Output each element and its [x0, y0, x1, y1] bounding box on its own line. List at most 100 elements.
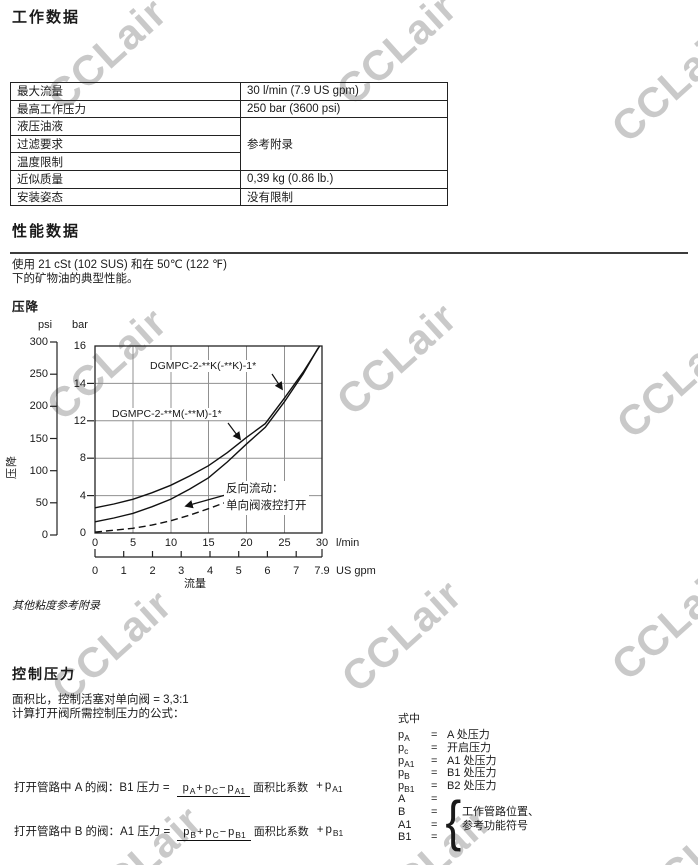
chart-curve-2 — [94, 497, 236, 533]
table-cell-label: 液压油液 — [10, 117, 241, 136]
table-cell-label: 最高工作压力 — [10, 99, 241, 119]
legend-row: A = — [398, 793, 618, 806]
term: p — [182, 781, 189, 794]
sym-sub: B — [404, 771, 410, 782]
table-cell-label: 最大流量 — [10, 82, 241, 101]
y-axis-unit-psi: psi — [38, 319, 53, 331]
table-cell-label: 温度限制 — [10, 152, 241, 171]
formula-fraction: pB+ pC− pB1 面积比系数 — [177, 823, 309, 841]
sym-sub: A — [404, 733, 410, 743]
y-tick-psi: 250 — [29, 368, 48, 380]
formula-label: 打开管路中 B 的阀：A1 压力 = — [14, 826, 171, 838]
term-sub: A — [189, 785, 196, 796]
equals-sign: = — [431, 741, 438, 754]
chart-curves — [94, 345, 321, 533]
table-cell-value: 没有限制 — [240, 187, 448, 207]
table-cell-label: 近似质量 — [10, 169, 241, 189]
equals-sign: = — [431, 754, 438, 767]
legend-symbol: pA — [398, 729, 431, 743]
section-divider — [10, 252, 688, 254]
x-tick-gpm: 3 — [178, 565, 185, 577]
term-sub: C — [212, 829, 219, 840]
legend-desc: B1 处压力 — [447, 767, 497, 780]
operator: + — [316, 824, 324, 836]
x-tick-gpm: 7 — [293, 565, 300, 577]
symbol-legend: 式中 pA = A 处压力 pc = 开启压力 pA1 = A1 处压力 pB … — [398, 710, 618, 849]
legend-row: pB1 = B2 处压力 — [398, 780, 618, 795]
leader-curve-m — [227, 422, 242, 441]
legend-row: pA1 = A1 处压力 — [398, 754, 618, 769]
term: p — [228, 825, 235, 838]
x-axis-unit-gpm: US gpm — [336, 565, 376, 577]
table-row: 安装姿态 没有限制 — [10, 187, 448, 207]
table-cell-label: 安装姿态 — [10, 187, 241, 207]
sym-sub: B1 — [404, 784, 415, 795]
sym: p — [398, 780, 405, 793]
formula-label: 打开管路中 A 的阀：B1 压力 = — [14, 782, 170, 794]
section-title-working-data: 工作数据 — [12, 9, 81, 26]
operator: + — [316, 780, 323, 792]
x-tick-gpm: 5 — [235, 565, 242, 577]
table-cell-value: 250 bar (3600 psi) — [240, 99, 448, 119]
leader-arrows — [184, 373, 283, 509]
legend-symbol: pA1 — [398, 755, 431, 769]
legend-desc: A1 处压力 — [447, 754, 497, 767]
y-axis-unit-bar: bar — [72, 319, 88, 331]
x-tick-lmin: 25 — [278, 537, 291, 549]
x-tick-gpm: 4 — [206, 565, 214, 577]
sym-sub: A1 — [404, 758, 415, 769]
operator: + — [197, 825, 204, 838]
legend-row: pA = A 处压力 — [398, 729, 618, 743]
y-tick-psi: 0 — [41, 529, 48, 541]
term: p — [324, 780, 332, 792]
term: p — [205, 825, 212, 838]
table-row: 液压油液 参考附录 — [10, 117, 448, 171]
term-sub: C — [211, 785, 219, 796]
control-note-line1: 面积比，控制活塞对单向阀 = 3,3:1 — [12, 694, 189, 706]
legend-row: pc = 开启压力 — [398, 741, 618, 756]
equals-sign: = — [431, 792, 438, 805]
equals-sign: = — [431, 831, 438, 844]
section-title-control-pressure: 控制压力 — [12, 666, 76, 682]
formula-tail: + pA1 — [315, 780, 343, 794]
legend-desc: 开启压力 — [447, 741, 491, 754]
legend-brace: { — [445, 789, 462, 852]
legend-desc: A 处压力 — [447, 729, 490, 741]
table-cell-value: 0,39 kg (0.86 lb.) — [240, 169, 448, 189]
y-tick-psi: 300 — [29, 336, 48, 348]
legend-symbol: A1 — [398, 819, 431, 832]
table-row: 近似质量 0,39 kg (0.86 lb.) — [10, 169, 448, 189]
y-tick-bar: 12 — [73, 415, 86, 427]
x-tick-gpm: 7.9 — [314, 565, 330, 577]
sym-sub: c — [404, 745, 409, 756]
annotation-line2: 单向阀液控打开 — [226, 500, 307, 512]
legend-group-desc-line1: 工作管路位置、 — [462, 806, 539, 818]
y-tick-psi: 200 — [29, 400, 48, 412]
legend-symbol: B — [398, 806, 431, 819]
x-tick-lmin: 30 — [315, 537, 329, 549]
x-axis-unit-lmin: l/min — [336, 537, 360, 549]
legend-symbol: pB — [398, 767, 431, 782]
table-row: 最大流量 30 l/min (7.9 US gpm) — [10, 82, 448, 101]
gpm-axis-ruler — [94, 549, 323, 558]
y-tick-bar: 16 — [73, 340, 86, 352]
sym: p — [398, 729, 405, 741]
table-cell-label: 过滤要求 — [10, 134, 241, 154]
psi-axis-ruler — [50, 341, 58, 536]
fraction-denominator: 面积比系数 — [253, 825, 309, 838]
term-sub: B1 — [235, 829, 246, 840]
leader-reverse-flow — [184, 493, 230, 509]
equals-sign: = — [431, 767, 438, 780]
curve-label-m: DGMPC-2-**M(-**M)-1* — [110, 408, 224, 420]
x-tick-gpm: 6 — [264, 565, 271, 577]
legend-heading: 式中 — [398, 713, 420, 725]
fraction-numerator: pB+ pC− pB1 — [177, 825, 251, 841]
x-tick-gpm: 0 — [91, 565, 99, 577]
table-cell-value-merged: 参考附录 — [240, 117, 448, 171]
legend-row: A1 = — [398, 819, 618, 832]
annotation-line1: 反向流动： — [226, 483, 284, 495]
table-cell-value: 30 l/min (7.9 US gpm) — [240, 82, 448, 101]
fraction-numerator: pA+ pC− pA1 — [176, 781, 251, 797]
